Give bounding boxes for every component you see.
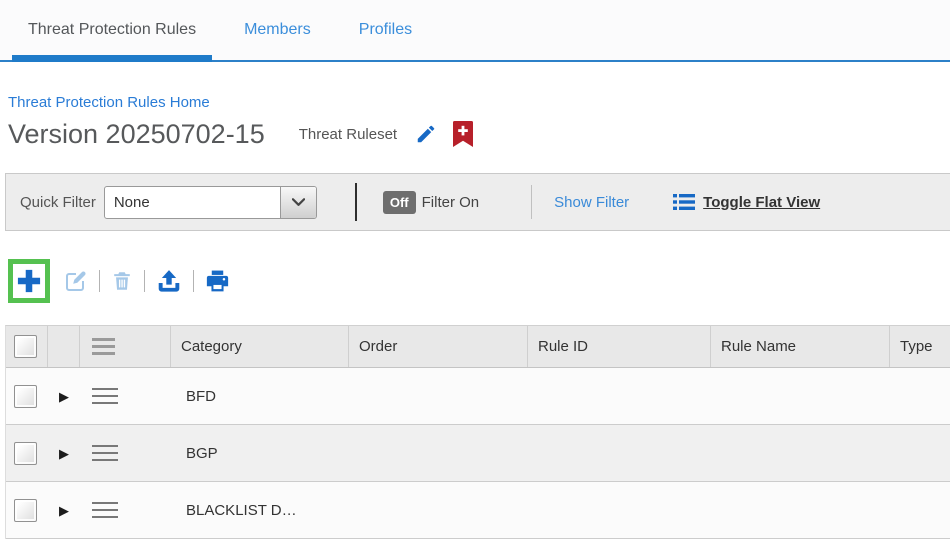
bookmark-plus-icon	[453, 121, 474, 147]
trash-icon	[114, 272, 130, 290]
header-checkbox-cell	[6, 326, 48, 367]
drag-handle-icon	[92, 334, 115, 360]
order-cell	[349, 368, 528, 424]
rule-id-cell	[528, 482, 711, 538]
row-drag-cell	[80, 368, 171, 424]
row-checkbox-cell	[6, 368, 48, 424]
toggle-flat-view-label: Toggle Flat View	[703, 193, 821, 211]
vertical-divider	[354, 183, 357, 221]
drag-handle-icon[interactable]	[92, 440, 118, 466]
row-expand-cell: ▶	[48, 368, 80, 424]
expand-row-icon[interactable]: ▶	[59, 502, 69, 518]
quick-filter-selected-value: None	[113, 193, 150, 211]
chevron-down-icon	[291, 197, 305, 206]
show-filter-link[interactable]: Show Filter	[554, 193, 630, 211]
edit-version-pencil-icon[interactable]	[415, 123, 437, 145]
breadcrumb-home-link[interactable]: Threat Protection Rules Home	[8, 94, 210, 111]
tab-bar: Threat Protection Rules Members Profiles	[0, 0, 950, 62]
row-expand-cell: ▶	[48, 425, 80, 481]
tab-threat-protection-rules[interactable]: Threat Protection Rules	[12, 0, 213, 62]
page-title-row: Version 20250702-15 Threat Ruleset	[8, 117, 950, 151]
rule-name-cell	[711, 425, 890, 481]
column-header-type: Type	[900, 338, 933, 355]
print-icon	[206, 270, 229, 291]
row-checkbox[interactable]	[14, 441, 37, 465]
tab-profiles[interactable]: Profiles	[358, 21, 413, 38]
rule-name-cell	[711, 368, 890, 424]
edit-rule-button[interactable]	[64, 269, 88, 293]
rule-id-cell	[528, 368, 711, 424]
drag-handle-icon[interactable]	[92, 383, 118, 409]
header-drag-cell	[80, 326, 171, 367]
upload-rules-button[interactable]	[156, 268, 182, 294]
row-checkbox[interactable]	[14, 498, 37, 522]
list-view-icon	[673, 194, 696, 210]
rule-id-cell	[528, 425, 711, 481]
filter-bar: Quick Filter None Off Filter On Show Fil…	[5, 173, 950, 231]
category-cell: BGP	[186, 444, 218, 462]
row-checkbox-cell	[6, 482, 48, 538]
toolbar-divider	[144, 270, 145, 292]
rules-table: Category Order Rule ID Rule Name Type ▶ …	[5, 325, 950, 539]
column-header-rule-id: Rule ID	[528, 326, 711, 367]
order-cell	[349, 425, 528, 481]
filter-on-label: Filter On	[421, 193, 480, 211]
type-cell	[890, 368, 950, 424]
quick-filter-dropdown[interactable]: None	[103, 185, 317, 219]
header-expand-cell	[48, 326, 80, 367]
row-checkbox-cell	[6, 425, 48, 481]
table-row: ▶ BLACKLIST D…	[6, 482, 950, 539]
add-rule-button[interactable]	[8, 259, 50, 303]
expand-row-icon[interactable]: ▶	[59, 388, 69, 404]
plus-icon	[17, 269, 41, 293]
table-header-row: Category Order Rule ID Rule Name Type	[6, 326, 950, 368]
row-drag-cell	[80, 482, 171, 538]
vertical-divider	[531, 185, 533, 219]
page-title: Version 20250702-15	[8, 119, 265, 149]
category-cell: BLACKLIST D…	[186, 501, 297, 519]
edit-pencil-square-icon	[66, 271, 86, 291]
row-expand-cell: ▶	[48, 482, 80, 538]
rule-name-cell	[711, 482, 890, 538]
upload-icon	[158, 270, 180, 292]
toggle-flat-view-link[interactable]: Toggle Flat View	[673, 193, 820, 211]
type-cell	[890, 425, 950, 481]
tab-members[interactable]: Members	[244, 21, 311, 38]
expand-row-icon[interactable]: ▶	[59, 445, 69, 461]
pencil-icon	[417, 125, 435, 143]
grid-toolbar	[8, 253, 950, 309]
drag-handle-icon[interactable]	[92, 497, 118, 523]
order-cell	[349, 482, 528, 538]
filter-on-off-toggle[interactable]: Off	[382, 190, 416, 214]
row-checkbox[interactable]	[14, 384, 37, 408]
toolbar-divider	[99, 270, 100, 292]
ruleset-type-label: Threat Ruleset	[298, 125, 398, 143]
column-header-order: Order	[349, 326, 528, 367]
bookmark-add-icon[interactable]	[453, 121, 474, 147]
column-header-category: Category	[171, 326, 349, 367]
type-cell	[890, 482, 950, 538]
column-header-rule-name: Rule Name	[711, 326, 890, 367]
row-drag-cell	[80, 425, 171, 481]
category-cell: BFD	[186, 387, 216, 405]
table-row: ▶ BFD	[6, 368, 950, 425]
delete-rule-button[interactable]	[111, 270, 133, 292]
dropdown-chevron-button[interactable]	[279, 186, 316, 218]
print-button[interactable]	[205, 269, 230, 294]
toolbar-divider	[193, 270, 194, 292]
table-row: ▶ BGP	[6, 425, 950, 482]
quick-filter-label: Quick Filter	[20, 193, 96, 211]
select-all-checkbox[interactable]	[14, 335, 37, 358]
